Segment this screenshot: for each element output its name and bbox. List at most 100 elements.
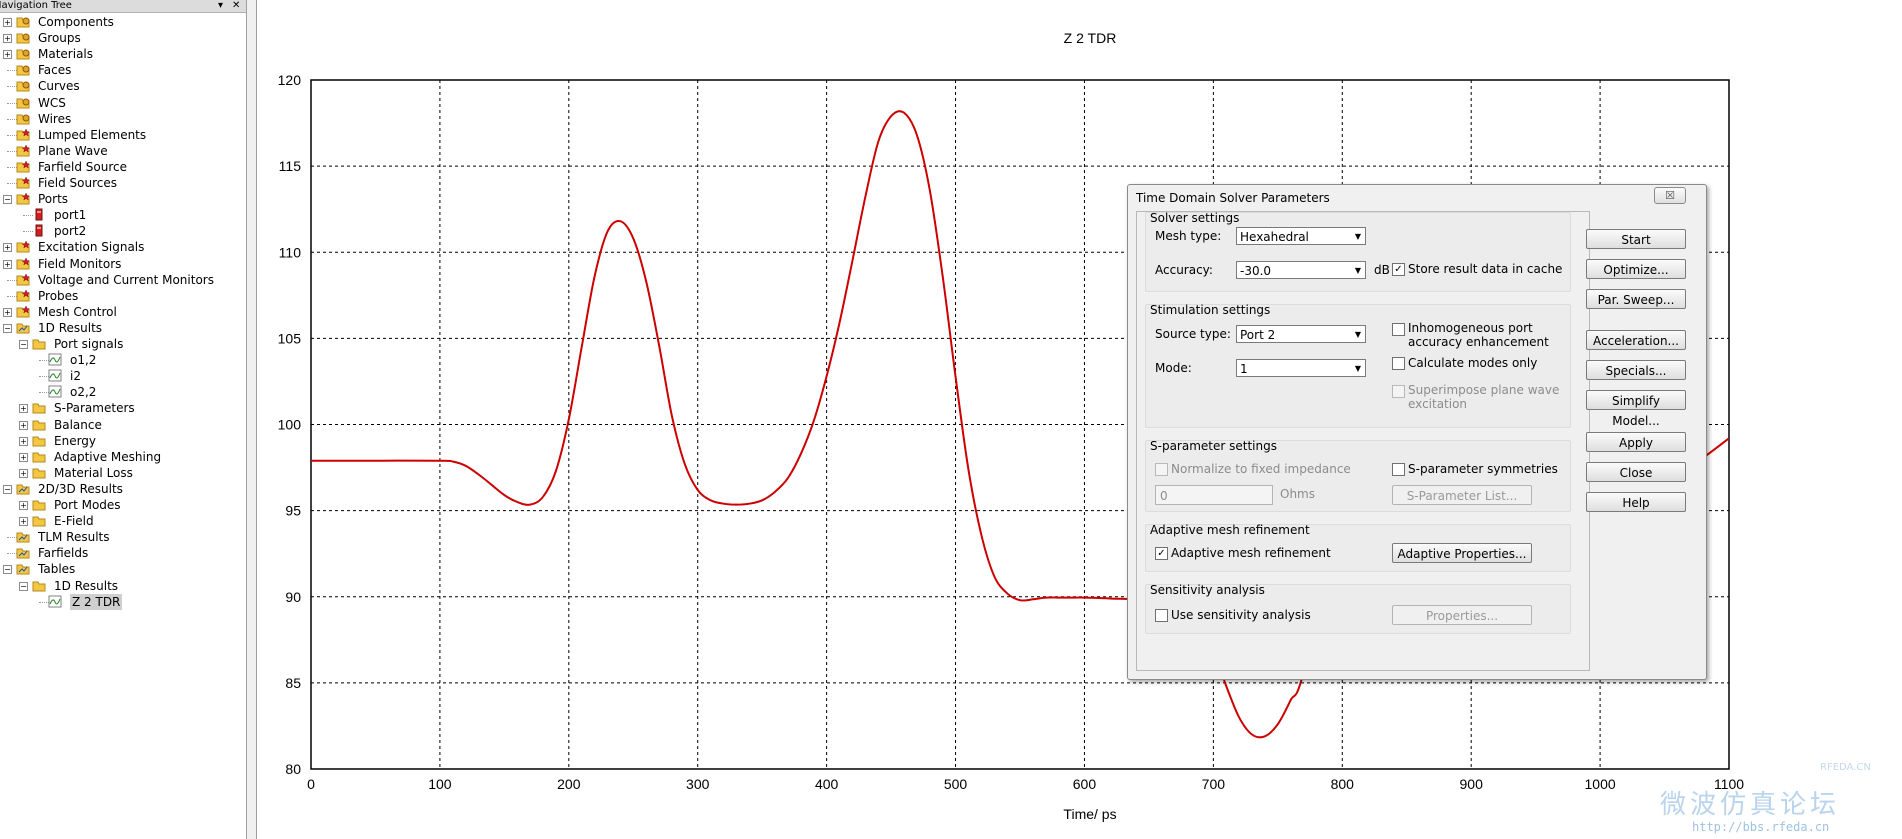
expand-icon[interactable]: + xyxy=(19,452,28,462)
tree-item[interactable]: Lumped Elements xyxy=(0,127,246,143)
acceleration-button[interactable]: Acceleration... xyxy=(1586,330,1686,350)
tree-item[interactable]: o2,2 xyxy=(0,384,246,400)
mesh-type-select[interactable]: Hexahedral ▼ xyxy=(1236,227,1366,245)
tree-item[interactable]: + Materials xyxy=(0,46,246,62)
expand-icon[interactable]: + xyxy=(3,259,12,269)
tree-item[interactable]: + Energy xyxy=(0,433,246,449)
tree-item[interactable]: − Tables xyxy=(0,561,246,577)
expand-icon[interactable]: + xyxy=(19,436,28,446)
dialog-close-button[interactable]: ☒ xyxy=(1654,187,1686,204)
tree-item[interactable]: + Port Modes xyxy=(0,497,246,513)
folder-results-icon xyxy=(16,546,30,559)
tree-item[interactable]: + E-Field xyxy=(0,513,246,529)
tree-connector xyxy=(23,215,33,217)
tree-item[interactable]: − 2D/3D Results xyxy=(0,481,246,497)
tree-item[interactable]: Voltage and Current Monitors xyxy=(0,272,246,288)
folder-star-icon xyxy=(16,240,31,253)
tree-item[interactable]: Probes xyxy=(0,288,246,304)
tree-item[interactable]: port1 xyxy=(0,207,246,223)
collapse-icon[interactable]: − xyxy=(3,484,12,494)
curve-icon xyxy=(48,369,62,382)
inhomogeneous-label-2: accuracy enhancement xyxy=(1408,335,1549,349)
tree-item[interactable]: − 1D Results xyxy=(0,320,246,336)
chart-ticks: 0 100 200 300 400 500 600 700 800 900 1000 11008085… xyxy=(278,72,1745,792)
specials-button[interactable]: Specials... xyxy=(1586,360,1686,380)
tree-item[interactable]: Field Sources xyxy=(0,175,246,191)
expand-icon[interactable]: + xyxy=(3,50,12,60)
tree-item[interactable]: − Ports xyxy=(0,191,246,207)
tree-item[interactable]: i2 xyxy=(0,368,246,384)
store-cache-checkbox[interactable]: ✓ xyxy=(1392,263,1405,276)
tree-item[interactable]: Faces xyxy=(0,62,246,78)
tree-item-label: Field Sources xyxy=(38,176,117,190)
tree-item[interactable]: Farfield Source xyxy=(0,159,246,175)
collapse-icon[interactable]: − xyxy=(19,581,28,591)
expand-icon[interactable]: + xyxy=(19,468,28,478)
calculate-modes-checkbox[interactable] xyxy=(1392,357,1405,370)
apply-button[interactable]: Apply xyxy=(1586,432,1686,452)
tree-item[interactable]: Wires xyxy=(0,111,246,127)
tree-item[interactable]: + Adaptive Meshing xyxy=(0,449,246,465)
collapse-icon[interactable]: − xyxy=(3,323,12,333)
expand-icon[interactable]: + xyxy=(19,404,28,414)
close-icon[interactable]: ✕ xyxy=(232,0,241,11)
mode-select[interactable]: 1 ▼ xyxy=(1236,359,1366,377)
plot-frame xyxy=(310,79,1730,770)
watermark-url: http://bbs.rfeda.cn xyxy=(1692,820,1830,834)
y-tick-label: 110 xyxy=(279,244,302,260)
tree-item[interactable]: − Port signals xyxy=(0,336,246,352)
adaptive-properties-button[interactable]: Adaptive Properties... xyxy=(1392,543,1532,563)
sensitivity-properties-button[interactable]: Properties... xyxy=(1392,605,1532,625)
tree-item[interactable]: − 1D Results xyxy=(0,578,246,594)
tree-item[interactable]: Z 2 TDR xyxy=(0,593,246,610)
start-button[interactable]: Start xyxy=(1586,229,1686,249)
watermark-site: RFEDA.CN xyxy=(1820,762,1871,773)
source-type-select[interactable]: Port 2 ▼ xyxy=(1236,325,1366,343)
x-tick-label: 800 xyxy=(1331,776,1355,792)
tree-connector xyxy=(7,183,17,184)
collapse-icon[interactable]: − xyxy=(3,565,12,575)
tree-item[interactable]: Farfields xyxy=(0,545,246,561)
help-button[interactable]: Help xyxy=(1586,492,1686,512)
collapse-icon[interactable]: − xyxy=(19,340,28,349)
tree-item[interactable]: o1,2 xyxy=(0,352,246,368)
expand-icon[interactable]: + xyxy=(19,501,28,510)
tree-item[interactable]: TLM Results xyxy=(0,529,246,545)
tree-item[interactable]: + Components xyxy=(0,14,246,30)
adaptive-mesh-checkbox[interactable]: ✓ xyxy=(1155,547,1168,560)
tree-item[interactable]: Curves xyxy=(0,78,246,94)
sensitivity-analysis-checkbox[interactable] xyxy=(1155,609,1168,622)
expand-icon[interactable]: + xyxy=(19,517,28,527)
expand-icon[interactable]: + xyxy=(3,243,12,253)
expand-icon[interactable]: + xyxy=(19,420,28,430)
panel-splitter[interactable] xyxy=(247,0,257,839)
sparameter-list-button[interactable]: S-Parameter List... xyxy=(1392,485,1532,505)
tree-item[interactable]: Plane Wave xyxy=(0,143,246,159)
dropdown-icon[interactable]: ▾ xyxy=(218,0,224,11)
tree-item[interactable]: + Balance xyxy=(0,417,246,433)
tree-item[interactable]: WCS xyxy=(0,95,246,111)
tree-item-label: Farfield Source xyxy=(38,159,128,174)
close-button[interactable]: Close xyxy=(1586,462,1686,482)
sparameter-symmetries-checkbox[interactable] xyxy=(1392,463,1405,476)
tree-item[interactable]: + Material Loss xyxy=(0,465,246,481)
tree-item[interactable]: + S-Parameters xyxy=(0,400,246,416)
folder-icon xyxy=(32,337,46,350)
superimpose-label-1: Superimpose plane wave xyxy=(1408,383,1560,397)
accuracy-select[interactable]: -30.0 ▼ xyxy=(1236,261,1366,279)
expand-icon[interactable]: + xyxy=(3,18,12,27)
expand-icon[interactable]: + xyxy=(3,307,12,317)
tree-item[interactable]: + Groups xyxy=(0,30,246,46)
collapse-icon[interactable]: − xyxy=(3,195,12,205)
par-sweep-button[interactable]: Par. Sweep... xyxy=(1586,289,1686,309)
optimize-button[interactable]: Optimize... xyxy=(1586,259,1686,279)
expand-icon[interactable]: + xyxy=(3,34,12,44)
tree-item[interactable]: + Excitation Signals xyxy=(0,239,246,255)
tree-item[interactable]: + Field Monitors xyxy=(0,256,246,272)
inhomogeneous-checkbox[interactable] xyxy=(1392,323,1405,336)
superimpose-label-2: excitation xyxy=(1408,397,1468,411)
tree-item[interactable]: port2 xyxy=(0,223,246,239)
tree-item-label: Curves xyxy=(38,79,80,94)
tree-item[interactable]: + Mesh Control xyxy=(0,304,246,320)
simplify-model-button[interactable]: Simplify Model... xyxy=(1586,390,1686,428)
